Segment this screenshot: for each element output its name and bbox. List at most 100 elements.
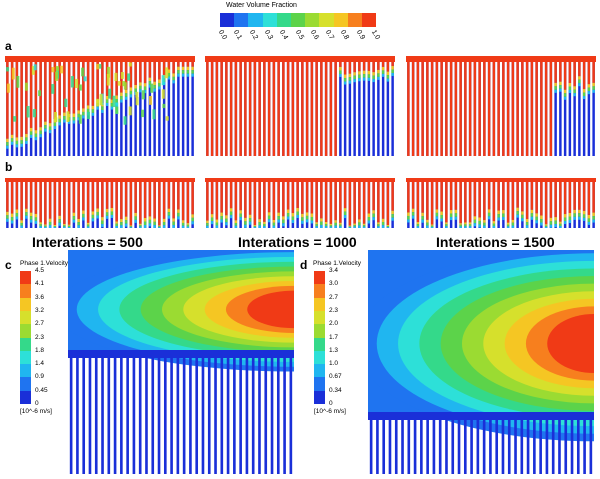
channel — [587, 182, 591, 228]
channel — [124, 62, 128, 156]
channel — [343, 62, 347, 156]
channel — [592, 62, 595, 156]
colorbar-tick-label: 2.7 — [329, 293, 339, 301]
colorbar-swatch — [234, 13, 249, 27]
channel — [539, 420, 542, 474]
colorbar-swatch — [305, 13, 320, 27]
channel — [82, 358, 86, 474]
mixing-blob — [32, 109, 36, 118]
mixing-blob — [149, 96, 153, 105]
water-fraction-legend-title: Water Volume Fraction — [226, 2, 297, 9]
channel — [291, 182, 295, 228]
mixing-blob — [51, 67, 55, 73]
channel — [67, 182, 71, 228]
channel — [426, 420, 429, 474]
channel — [20, 182, 23, 228]
channel — [132, 358, 136, 474]
mixing-blob — [31, 66, 35, 75]
mixing-blob — [120, 72, 124, 79]
panel-c-unit: [10^-6 m/s] — [20, 408, 52, 415]
channel — [248, 182, 252, 228]
channel — [291, 62, 295, 156]
colorbar-tick-label: 1.3 — [329, 346, 339, 354]
mixing-blob — [16, 75, 20, 88]
channel — [220, 182, 223, 228]
contour-band — [247, 290, 294, 329]
mixing-blob — [165, 67, 169, 79]
mixing-blob — [161, 89, 165, 99]
channel — [564, 420, 568, 474]
channel — [483, 62, 486, 156]
channel — [286, 182, 290, 228]
channel — [105, 182, 109, 228]
channel — [501, 420, 505, 474]
channel — [454, 182, 458, 228]
channel — [391, 62, 394, 156]
channel — [58, 182, 61, 228]
channel — [343, 182, 347, 228]
channel — [267, 182, 271, 228]
channel — [511, 182, 515, 228]
channel — [320, 62, 323, 156]
mixing-blob — [6, 67, 10, 72]
channel — [459, 62, 462, 156]
colorbar-swatch — [314, 337, 325, 352]
water-fraction-legend: Water Volume Fraction 0.0 0.1 0.2 0.3 0.4 0.5… — [217, 2, 381, 52]
channel — [464, 62, 467, 156]
channel — [438, 420, 442, 474]
channel — [120, 358, 123, 474]
panel-c-colorbar — [20, 271, 31, 405]
mixing-blob — [11, 67, 15, 80]
channel — [158, 62, 161, 156]
channel — [167, 62, 171, 156]
colorbar-swatch — [314, 390, 325, 405]
channel — [416, 62, 420, 156]
header-channel — [406, 178, 596, 182]
channel — [110, 62, 114, 156]
channel — [376, 420, 379, 474]
channel — [10, 182, 14, 228]
channel — [482, 420, 486, 474]
channel — [358, 182, 361, 228]
channel — [426, 62, 429, 156]
header-channel — [406, 56, 596, 62]
channel — [210, 62, 214, 156]
water-fraction-colorbar — [220, 13, 377, 27]
mixing-blob — [135, 97, 139, 106]
channel — [263, 182, 266, 228]
channel — [72, 62, 76, 156]
channel — [478, 182, 481, 228]
channel — [587, 62, 591, 156]
mixing-blob — [135, 91, 139, 98]
channel — [478, 62, 481, 156]
channel — [134, 62, 137, 156]
channel — [151, 358, 155, 474]
panel-label-a: a — [5, 39, 12, 53]
colorbar-tick-label: 0.2 — [247, 29, 259, 41]
colorbar-swatch — [20, 364, 31, 378]
channel — [492, 62, 496, 156]
channel — [253, 182, 257, 228]
colorbar-swatch — [20, 390, 31, 405]
channel — [148, 62, 152, 156]
channel — [348, 182, 352, 228]
channel — [506, 182, 510, 228]
mixing-blob — [96, 98, 100, 107]
channel — [310, 182, 314, 228]
channel — [10, 62, 14, 156]
mixing-blob — [54, 117, 58, 122]
channel — [394, 420, 398, 474]
colorbar-swatch — [20, 324, 31, 338]
mixing-blob — [51, 84, 55, 94]
channel — [473, 182, 477, 228]
channel — [272, 182, 276, 228]
channel — [134, 182, 137, 228]
channel — [239, 62, 242, 156]
mixing-blob — [64, 98, 68, 108]
channel — [516, 62, 519, 156]
channel — [277, 182, 280, 228]
mixing-blob — [107, 66, 111, 78]
channel — [502, 62, 505, 156]
mixing-blob — [161, 75, 165, 86]
mixing-blob — [141, 90, 145, 100]
